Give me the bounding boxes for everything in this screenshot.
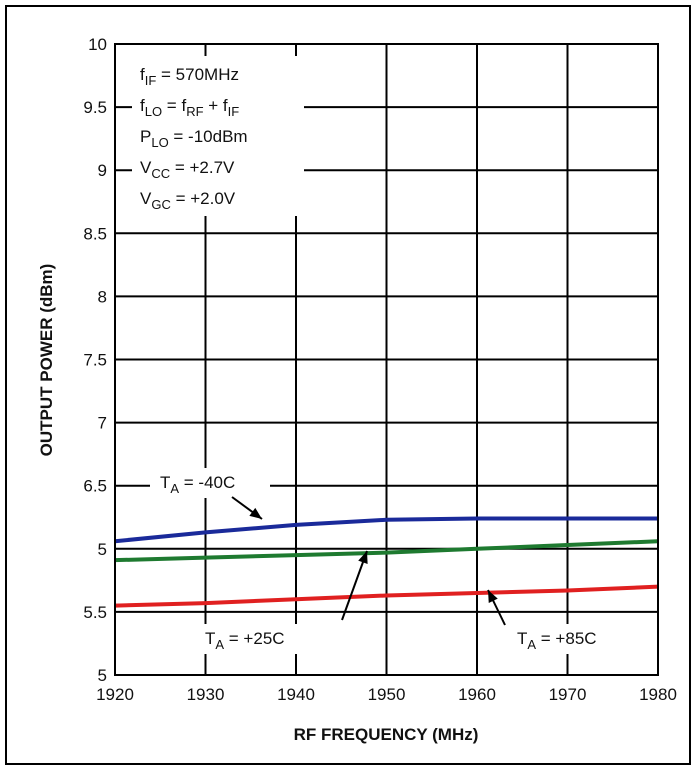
x-tick-label: 1920 [96, 685, 134, 704]
text-part: + f [204, 96, 228, 115]
text-part: = +2.7V [170, 158, 235, 177]
label-bg [196, 624, 332, 654]
series-line [114, 539, 659, 563]
annotation: fLO = fRF + fIF [140, 96, 239, 119]
subscript: CC [151, 166, 170, 181]
x-tick-label: 1980 [639, 685, 677, 704]
subscript: IF [228, 104, 240, 119]
arrow-head [488, 590, 498, 603]
series-label: TA = -40C [160, 473, 235, 496]
y-tick-label: 8 [98, 287, 107, 306]
y-axis-title: OUTPUT POWER (dBm) [37, 264, 56, 457]
y-tick-label: 7.5 [83, 351, 107, 370]
annotation: VCC = +2.7V [140, 158, 235, 181]
text-part: = +85C [536, 629, 597, 648]
text-part: f [140, 65, 145, 84]
y-tick-label: 5.5 [83, 603, 107, 622]
x-tick-label: 1950 [368, 685, 406, 704]
text-part: T [160, 473, 170, 492]
arrow-head [249, 507, 262, 519]
y-tick-label: 7 [98, 414, 107, 433]
x-tick-label: 1940 [277, 685, 315, 704]
text-part: V [140, 189, 152, 208]
text-part: P [140, 127, 151, 146]
x-axis-title: RF FREQUENCY (MHz) [294, 725, 479, 744]
y-tick-label: 10 [88, 35, 107, 54]
text-part: = -10dBm [169, 127, 248, 146]
x-tick-label: 1970 [549, 685, 587, 704]
annotation: fIF = 570MHz [140, 65, 239, 88]
y-tick-label: 9 [98, 161, 107, 180]
annotation: VGC = +2.0V [140, 189, 236, 212]
subscript: LO [145, 104, 162, 119]
subscript: GC [151, 197, 171, 212]
text-part: f [140, 96, 145, 115]
y-tick-label: 6.5 [83, 477, 107, 496]
text-part: = -40C [179, 473, 235, 492]
text-part: = 570MHz [156, 65, 239, 84]
series-line [114, 516, 658, 544]
annotation: PLO = -10dBm [140, 127, 248, 150]
text-part: T [205, 629, 215, 648]
series-line [114, 584, 659, 608]
text-part: = f [162, 96, 186, 115]
y-tick-label: 8.5 [83, 224, 107, 243]
text-part: V [140, 158, 152, 177]
arrow-line [341, 550, 368, 621]
annotation-box [132, 56, 304, 216]
label-bg [150, 468, 270, 498]
plot-border [114, 43, 659, 676]
subscript: A [215, 637, 224, 652]
text-part: = +2.0V [171, 189, 236, 208]
series-label: TA = +85C [517, 629, 597, 652]
x-tick-label: 1960 [458, 685, 496, 704]
y-tick-label: 9.5 [83, 98, 107, 117]
y-tick-label: 5 [98, 666, 107, 685]
label-bg [508, 624, 644, 654]
subscript: IF [145, 73, 157, 88]
subscript: LO [151, 135, 168, 150]
subscript: A [527, 637, 536, 652]
text-part: T [517, 629, 527, 648]
subscript: A [170, 481, 179, 496]
subscript: RF [186, 104, 203, 119]
arrow-head [358, 551, 368, 564]
x-tick-label: 1930 [187, 685, 225, 704]
text-part: = +25C [224, 629, 285, 648]
y-tick-label: 5 [98, 540, 107, 559]
series-label: TA = +25C [205, 629, 285, 652]
